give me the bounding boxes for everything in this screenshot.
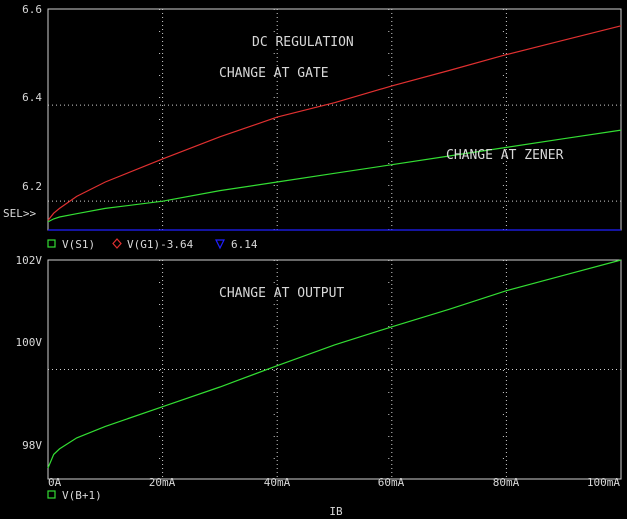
chart-title: DC REGULATION <box>252 35 354 50</box>
lower-grid <box>48 260 621 479</box>
x-tick-label: 0A <box>48 476 62 489</box>
annotation-change-at-gate: CHANGE AT GATE <box>219 66 329 81</box>
x-tick-label: 100mA <box>587 476 620 489</box>
upper-ytick-label: 6.6 <box>22 3 42 16</box>
upper-legend: V(S1) V(G1)-3.64 6.14 <box>47 238 258 251</box>
legend-label-v-b1[interactable]: V(B+1) <box>62 489 102 502</box>
annotation-change-at-zener: CHANGE AT ZENER <box>446 148 564 163</box>
legend-square-marker-icon <box>47 239 56 248</box>
x-axis-label: IB <box>329 505 343 518</box>
lower-ytick-label: 100V <box>16 336 43 349</box>
legend-label-v-s1[interactable]: V(S1) <box>62 238 95 251</box>
upper-ytick-label: 6.4 <box>22 91 42 104</box>
x-tick-label: 40mA <box>264 476 291 489</box>
legend-label-v-g1[interactable]: V(G1)-3.64 <box>127 238 194 251</box>
lower-panel: 102V 100V 98V CHANGE AT OUTPUT <box>16 254 622 480</box>
x-tick-label: 60mA <box>378 476 405 489</box>
upper-ytick-label: 6.2 <box>22 180 42 193</box>
lower-legend: V(B+1) <box>47 489 102 502</box>
lower-ytick-label: 98V <box>22 439 42 452</box>
lower-series-line-0 <box>47 259 622 469</box>
upper-series-line-1 <box>47 25 622 221</box>
lower-series <box>47 259 622 469</box>
x-axis: 0A 20mA 40mA 60mA 80mA 100mA <box>48 476 620 489</box>
x-tick-label: 80mA <box>493 476 520 489</box>
x-tick-label: 20mA <box>149 476 176 489</box>
legend-diamond-marker-icon <box>112 238 122 249</box>
upper-series <box>47 25 622 231</box>
upper-panel: 6.6 6.4 6.2 SEL>> DC REGULATION CHANGE A… <box>3 3 622 231</box>
legend-label-6-14[interactable]: 6.14 <box>231 238 258 251</box>
annotation-change-at-output: CHANGE AT OUTPUT <box>219 286 344 301</box>
legend-triangle-marker-icon <box>215 239 225 250</box>
upper-series-line-0 <box>47 129 622 223</box>
selector-label[interactable]: SEL>> <box>3 207 36 220</box>
legend-square-marker-icon <box>47 490 56 499</box>
upper-grid <box>48 9 621 230</box>
lower-ytick-label: 102V <box>16 254 43 267</box>
